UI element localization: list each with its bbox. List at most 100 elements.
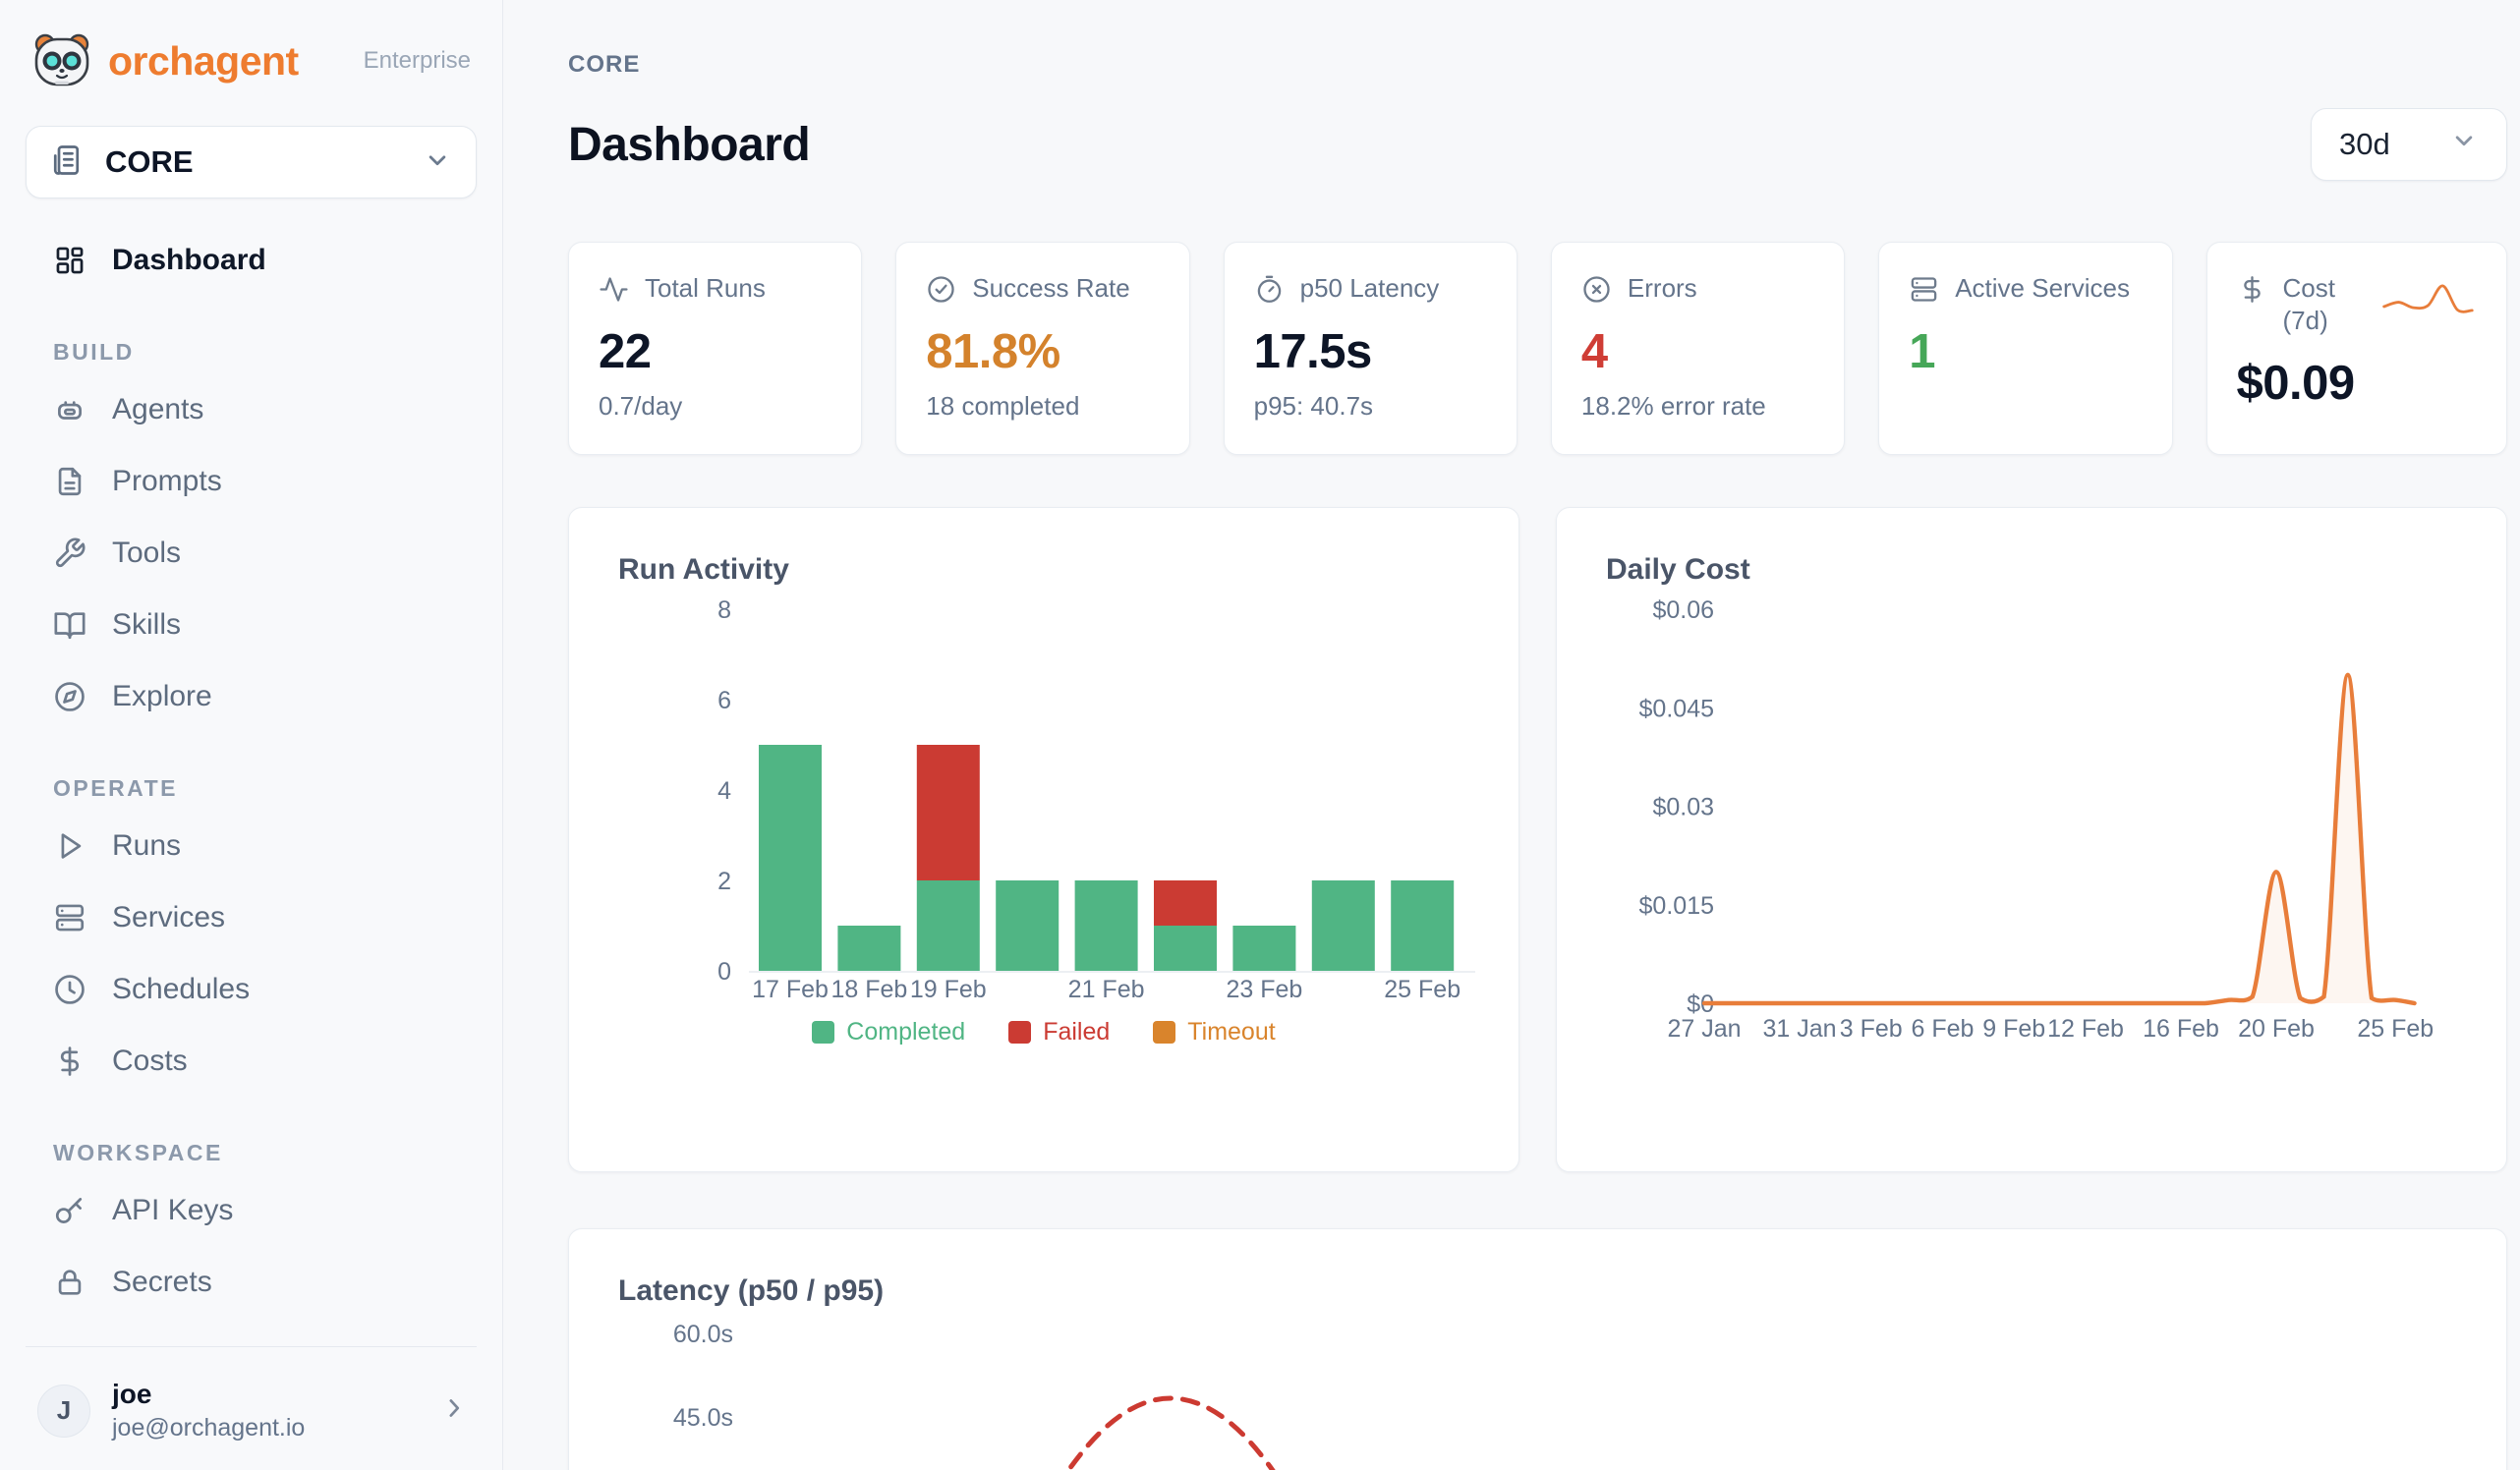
sidebar-item-api-keys[interactable]: API Keys	[26, 1174, 477, 1246]
sidebar-item-explore[interactable]: Explore	[26, 660, 477, 732]
stat-label: Errors	[1627, 273, 1697, 303]
sidebar-item-secrets[interactable]: Secrets	[26, 1246, 477, 1318]
stat-sub: 18 completed	[926, 391, 1080, 421]
time-range-value: 30d	[2339, 127, 2390, 161]
activity-icon	[599, 274, 629, 305]
x-tick-label: 12 Feb	[2047, 1015, 2124, 1043]
sidebar-item-label: Prompts	[112, 464, 222, 497]
stat-card-active-services: Active Services 1	[1878, 242, 2173, 455]
bar-22-Feb-failed	[1154, 880, 1217, 926]
y-tick-label: 60.0s	[673, 1321, 733, 1348]
x-tick-label: 3 Feb	[1840, 1015, 1903, 1043]
dashboard-icon	[53, 244, 86, 277]
sidebar-item-label: Dashboard	[112, 243, 266, 276]
stat-label: Cost (7d)	[2282, 273, 2335, 335]
sidebar-item-label: Agents	[112, 392, 204, 425]
stat-card-head: Active Services	[1909, 272, 2142, 305]
latency-card: Latency (p50 / p95) 60.0s 45.0s	[568, 1228, 2507, 1470]
x-circle-icon	[1581, 274, 1612, 305]
bar-20-Feb-completed	[996, 880, 1060, 971]
stat-label: p50 Latency	[1299, 273, 1440, 303]
stat-value: 1	[1909, 325, 1935, 378]
charts-row: Run Activity 0 2 4 6 8 17 Feb 18 Feb 19 Feb 21 F…	[568, 507, 2507, 1172]
legend-swatch	[812, 1021, 835, 1044]
stat-card-head: Total Runs	[599, 272, 831, 305]
x-tick-label: 31 Jan	[1762, 1015, 1836, 1043]
legend-label: Timeout	[1187, 1018, 1276, 1046]
stat-label: Active Services	[1955, 273, 2130, 303]
stat-card-head: p50 Latency	[1254, 272, 1487, 305]
x-tick-label: 25 Feb	[2357, 1015, 2434, 1043]
sidebar-nav: Dashboard BUILD Agents Prompts Tools Skills Ex…	[26, 224, 477, 1336]
legend-item-completed: Completed	[812, 1018, 965, 1046]
stat-card-success-rate: Success Rate 81.8% 18 completed	[895, 242, 1190, 455]
sidebar-item-label: Secrets	[112, 1265, 212, 1298]
time-range-selector[interactable]: 30d	[2311, 108, 2507, 181]
stat-value: 22	[599, 325, 652, 378]
legend-label: Completed	[846, 1018, 966, 1046]
bar-24-Feb-completed	[1311, 880, 1375, 971]
sidebar-item-label: Skills	[112, 607, 182, 641]
x-tick-label: 20 Feb	[2238, 1015, 2315, 1043]
y-tick-label: $0.03	[1652, 794, 1714, 821]
sidebar-item-tools[interactable]: Tools	[26, 517, 477, 589]
main-content: CORE Dashboard 30d Total Runs 22 0.7/day …	[503, 0, 2520, 1470]
bar-25-Feb-completed	[1391, 880, 1455, 971]
sidebar-item-label: Runs	[112, 828, 182, 862]
logo-row: orchagent Enterprise	[26, 29, 477, 88]
bar-23-Feb-completed	[1232, 926, 1296, 971]
bar-19-Feb-failed	[916, 745, 980, 880]
page-title: Dashboard	[568, 118, 811, 171]
sidebar-item-skills[interactable]: Skills	[26, 589, 477, 660]
chart-title: Daily Cost	[1606, 553, 1750, 586]
stat-value: 81.8%	[926, 325, 1060, 378]
stat-card-total-runs: Total Runs 22 0.7/day	[568, 242, 863, 455]
sidebar-item-runs[interactable]: Runs	[26, 810, 477, 881]
bot-icon	[53, 393, 86, 426]
chevron-down-icon	[2449, 126, 2479, 163]
compass-icon	[53, 680, 86, 713]
app-logo-text: orchagent	[108, 37, 299, 84]
x-tick-label: 16 Feb	[2143, 1015, 2219, 1043]
org-icon	[50, 142, 86, 183]
sidebar-item-costs[interactable]: Costs	[26, 1025, 477, 1097]
x-tick-label: 17 Feb	[752, 976, 829, 1003]
bar-19-Feb-completed	[916, 880, 980, 971]
file-text-icon	[53, 465, 86, 498]
cost-area-fill	[1704, 674, 2415, 1003]
lock-icon	[53, 1266, 86, 1299]
sidebar-item-label: Costs	[112, 1044, 188, 1077]
legend-item-failed: Failed	[1008, 1018, 1110, 1046]
legend-item-timeout: Timeout	[1153, 1018, 1276, 1046]
sidebar-item-agents[interactable]: Agents	[26, 373, 477, 445]
org-selector[interactable]: CORE	[26, 126, 477, 198]
sidebar-item-dashboard[interactable]: Dashboard	[26, 224, 477, 296]
sidebar-item-schedules[interactable]: Schedules	[26, 953, 477, 1025]
org-selector-label: CORE	[105, 144, 194, 179]
server-icon	[1909, 274, 1939, 305]
nav-section-title: OPERATE	[53, 775, 178, 801]
run-activity-legend: Completed Failed Timeout	[569, 1018, 1518, 1046]
key-icon	[53, 1194, 86, 1227]
stat-value: $0.09	[2236, 357, 2356, 410]
sidebar-item-label: Schedules	[112, 972, 251, 1005]
stat-label: Total Runs	[645, 273, 766, 303]
user-menu[interactable]: J joe joe@orchagent.io	[26, 1373, 477, 1444]
legend-swatch	[1153, 1021, 1176, 1044]
cost-line	[1701, 672, 2417, 1006]
x-tick-label: 9 Feb	[1982, 1015, 2045, 1043]
x-tick-label: 6 Feb	[1912, 1015, 1975, 1043]
y-tick-label: 6	[717, 687, 731, 714]
book-open-icon	[53, 608, 86, 642]
stat-cards-row: Total Runs 22 0.7/day Success Rate 81.8% 1…	[568, 242, 2507, 455]
sidebar-item-prompts[interactable]: Prompts	[26, 445, 477, 517]
stat-card-head: Errors	[1581, 272, 1814, 305]
x-tick-label: 21 Feb	[1068, 976, 1145, 1003]
sidebar-item-services[interactable]: Services	[26, 881, 477, 953]
x-tick-label: 19 Feb	[910, 976, 987, 1003]
bar-21-Feb-completed	[1074, 880, 1138, 971]
nav-section-title: WORKSPACE	[53, 1140, 223, 1165]
breadcrumb: CORE	[568, 51, 641, 78]
bar-18-Feb-completed	[837, 926, 901, 971]
